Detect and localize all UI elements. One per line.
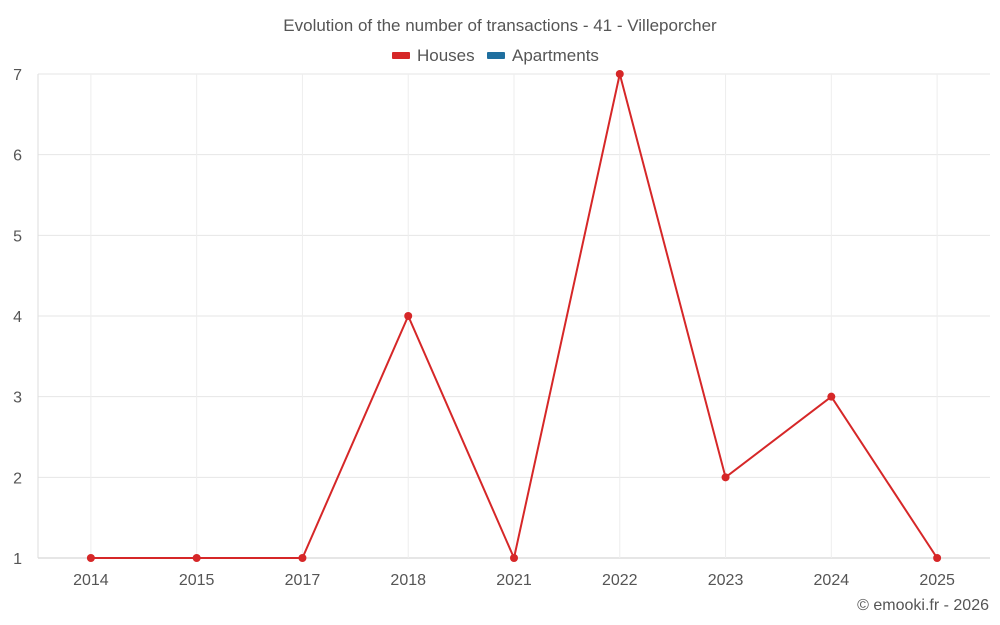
y-axis-ticks: 1 2 3 4 5 6 7 bbox=[13, 67, 22, 568]
legend-item-apartments[interactable]: Apartments bbox=[487, 46, 599, 65]
x-tick-label: 2021 bbox=[496, 572, 532, 589]
x-tick-label: 2014 bbox=[73, 572, 109, 589]
data-point-houses-2024[interactable] bbox=[827, 392, 836, 401]
y-tick-label: 4 bbox=[13, 309, 22, 326]
legend-swatch-apartments bbox=[487, 52, 505, 59]
legend: Houses Apartments bbox=[392, 46, 599, 65]
legend-label-apartments: Apartments bbox=[512, 46, 599, 65]
x-tick-label: 2017 bbox=[285, 572, 321, 589]
y-tick-label: 1 bbox=[13, 551, 22, 568]
y-tick-label: 3 bbox=[13, 390, 22, 407]
x-tick-label: 2024 bbox=[814, 572, 850, 589]
legend-label-houses: Houses bbox=[417, 46, 475, 65]
data-point-houses-2022[interactable] bbox=[615, 70, 624, 78]
series-layer bbox=[86, 70, 942, 562]
x-tick-label: 2018 bbox=[390, 572, 426, 589]
legend-swatch-houses bbox=[392, 52, 410, 59]
y-tick-label: 2 bbox=[13, 470, 22, 487]
x-tick-label: 2022 bbox=[602, 572, 638, 589]
chart-title: Evolution of the number of transactions … bbox=[283, 16, 717, 35]
x-tick-label: 2015 bbox=[179, 572, 215, 589]
data-point-houses-2021[interactable] bbox=[510, 554, 518, 562]
credit-text: © emooki.fr - 2026 bbox=[857, 597, 989, 614]
x-tick-label: 2023 bbox=[708, 572, 744, 589]
grid-lines bbox=[38, 73, 990, 559]
data-point-houses-2018[interactable] bbox=[404, 312, 413, 320]
y-tick-label: 7 bbox=[13, 67, 22, 84]
data-point-houses-2025[interactable] bbox=[933, 554, 942, 562]
data-point-houses-2023[interactable] bbox=[721, 473, 730, 482]
x-axis-ticks: 2014 2015 2017 2018 2021 2022 2023 2024 2025 bbox=[73, 572, 955, 589]
data-point-houses-2017[interactable] bbox=[298, 554, 307, 562]
data-point-houses-2015[interactable] bbox=[192, 554, 201, 562]
x-tick-label: 2025 bbox=[919, 572, 955, 589]
y-tick-label: 6 bbox=[13, 148, 22, 165]
data-point-houses-2014[interactable] bbox=[86, 554, 95, 562]
y-tick-label: 5 bbox=[13, 228, 22, 245]
legend-item-houses[interactable]: Houses bbox=[392, 46, 475, 65]
